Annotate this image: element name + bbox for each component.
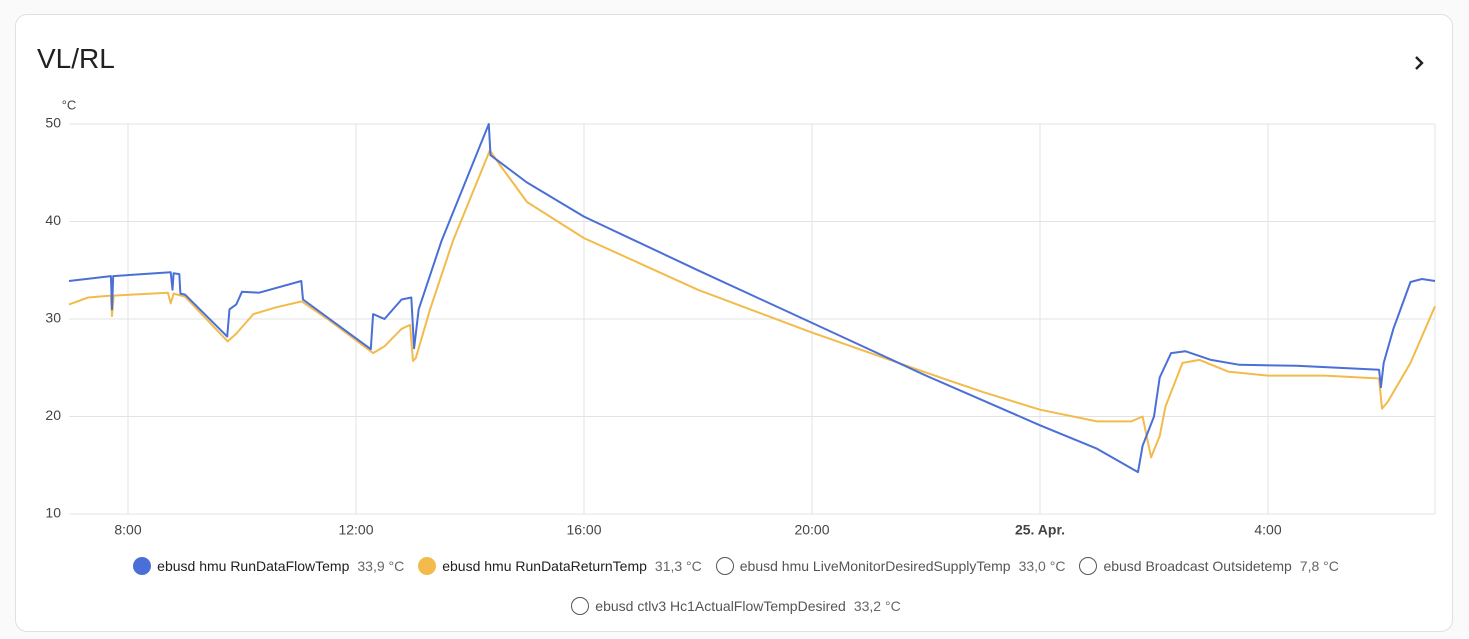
x-tick-label: 4:00 bbox=[1254, 522, 1281, 538]
legend-state: 33,9 °C bbox=[357, 558, 405, 574]
legend-swatch bbox=[715, 557, 734, 575]
x-tick-label: 12:00 bbox=[338, 522, 373, 538]
series-line bbox=[68, 123, 1436, 474]
y-tick-label: 30 bbox=[45, 310, 61, 326]
legend-item[interactable]: ebusd hmu RunDataReturnTemp 31,3 °C bbox=[418, 555, 702, 577]
x-tick-label: 8:00 bbox=[114, 522, 141, 538]
legend-name: ebusd hmu LiveMonitorDesiredSupplyTemp bbox=[739, 558, 1011, 574]
y-tick-label: 50 bbox=[45, 115, 61, 131]
legend-name: ebusd ctlv3 Hc1ActualFlowTempDesired bbox=[595, 598, 846, 614]
legend-swatch bbox=[1079, 557, 1098, 575]
legend-swatch bbox=[133, 557, 152, 575]
x-tick-label: 20:00 bbox=[794, 522, 829, 538]
y-tick-label: 10 bbox=[45, 505, 61, 521]
x-tick-label: 16:00 bbox=[566, 522, 601, 538]
series-line bbox=[68, 149, 1436, 459]
legend-item[interactable]: ebusd ctlv3 Hc1ActualFlowTempDesired 33,2… bbox=[571, 595, 901, 617]
legend-swatch bbox=[571, 597, 590, 615]
legend-state: 7,8 °C bbox=[1299, 558, 1339, 574]
legend-swatch bbox=[418, 557, 437, 575]
legend-item[interactable]: ebusd Broadcast Outsidetemp 7,8 °C bbox=[1079, 555, 1339, 577]
card: VL/RL °C 10 20 30 40 50 8:00 12:00 16:00 20:00 25.… bbox=[15, 14, 1453, 632]
more-info-chevron[interactable] bbox=[1409, 53, 1429, 73]
y-tick-label: 40 bbox=[45, 212, 61, 228]
legend-name: ebusd Broadcast Outsidetemp bbox=[1103, 558, 1292, 574]
card-title[interactable]: VL/RL bbox=[37, 43, 115, 74]
x-tick-label: 25. Apr. bbox=[1015, 522, 1065, 538]
legend-state: 31,3 °C bbox=[654, 558, 702, 574]
y-tick-label: 20 bbox=[45, 407, 61, 423]
legend-state: 33,0 °C bbox=[1018, 558, 1066, 574]
legend-item[interactable]: ebusd hmu LiveMonitorDesiredSupplyTemp 33… bbox=[715, 555, 1066, 577]
y-axis-unit: °C bbox=[62, 97, 77, 112]
legend-name: ebusd hmu RunDataFlowTemp bbox=[157, 558, 350, 574]
legend-state: 33,2 °C bbox=[853, 598, 901, 614]
legend-name: ebusd hmu RunDataReturnTemp bbox=[442, 558, 647, 574]
legend-item[interactable]: ebusd hmu RunDataFlowTemp 33,9 °C bbox=[133, 555, 404, 577]
chart: °C 10 20 30 40 50 8:00 12:00 16:00 20:00 25. Apr. 4… bbox=[45, 97, 1436, 538]
legend: ebusd hmu RunDataFlowTemp 33,9 °C ebusd hm… bbox=[56, 555, 1416, 617]
